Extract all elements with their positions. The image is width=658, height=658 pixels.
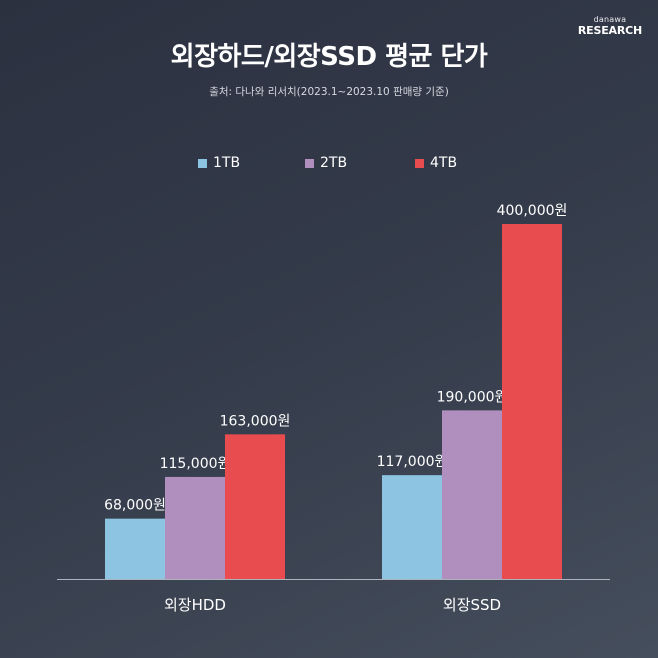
data-label-ssd-2tb: 190,000원 xyxy=(437,389,508,405)
logo-big-text: RESEARCH xyxy=(577,24,642,37)
legend-item-2tb: 2TB xyxy=(305,155,347,171)
bar-hdd-4tb xyxy=(225,434,285,579)
bar-ssd-4tb xyxy=(502,224,562,579)
legend-label-4tb: 4TB xyxy=(430,155,458,171)
chart-subtitle: 출처: 다나와 리서치(2023.1~2023.10 판매량 기준) xyxy=(209,86,449,98)
data-label-ssd-1tb: 117,000원 xyxy=(377,454,448,470)
legend-item-4tb: 4TB xyxy=(415,155,457,171)
chart-title: 외장하드/외장SSD 평균 단가 xyxy=(170,42,488,72)
bar-ssd-1tb xyxy=(382,475,442,579)
category-label-ssd: 외장SSD xyxy=(443,596,501,614)
legend-label-2tb: 2TB xyxy=(320,155,348,171)
logo-small-text: danawa xyxy=(593,15,627,24)
legend-label-1tb: 1TB xyxy=(213,155,241,171)
data-label-hdd-2tb: 115,000원 xyxy=(160,456,231,472)
legend-item-1tb: 1TB xyxy=(198,155,240,171)
legend-swatch-1tb xyxy=(198,158,207,168)
category-label-hdd: 외장HDD xyxy=(164,596,226,614)
legend-swatch-2tb xyxy=(305,158,314,168)
danawa-research-logo: danawa RESEARCH xyxy=(577,15,642,37)
data-label-hdd-1tb: 68,000원 xyxy=(104,498,166,514)
data-label-ssd-4tb: 400,000원 xyxy=(497,203,568,219)
legend-swatch-4tb xyxy=(415,158,424,168)
bar-hdd-1tb xyxy=(105,518,165,579)
data-label-hdd-4tb: 163,000원 xyxy=(220,413,291,429)
bar-hdd-2tb xyxy=(165,476,225,579)
bar-ssd-2tb xyxy=(442,410,502,579)
